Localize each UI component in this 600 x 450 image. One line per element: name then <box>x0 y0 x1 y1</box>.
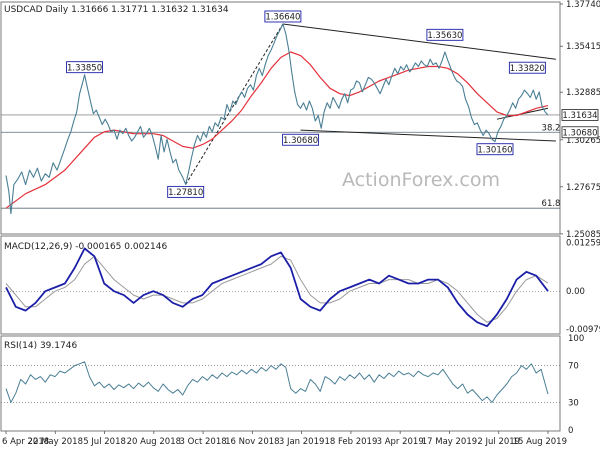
macd-layer <box>1 247 560 328</box>
annotation-text: 1.33820 <box>510 64 545 74</box>
x-tick-label: 3 Apr 2019 <box>377 437 424 447</box>
annotation-label: 1.30160 <box>476 143 514 156</box>
current-price-marker: 1.31634 <box>561 109 599 121</box>
annotation-box <box>167 185 205 198</box>
price-panel-frame <box>0 1 561 235</box>
x-tick-label: 15 Aug 2019 <box>513 437 567 447</box>
price-tick-label: 1.27675 <box>566 183 600 193</box>
annotation-box <box>476 143 514 156</box>
price-tick-label: 1.30265 <box>566 136 600 146</box>
rsi-tick-label: 70 <box>568 362 579 372</box>
moving-average-line <box>5 51 549 209</box>
annotation-label: 1.35630 <box>426 28 464 41</box>
price-panel-header: USDCAD Daily 1.31666 1.31771 1.31632 1.3… <box>4 5 229 15</box>
rsi-tick-label: 0 <box>568 426 573 436</box>
x-tick-label: 18 Feb 2019 <box>324 437 377 447</box>
x-tick-label: 2 Jul 2019 <box>477 437 520 447</box>
annotation-label: 1.33820 <box>508 61 546 74</box>
x-tick-label: 3 Jan 2019 <box>279 437 325 447</box>
annotation-label: 1.30680 <box>282 133 320 146</box>
x-tick-label: 3 Oct 2018 <box>180 437 227 447</box>
annotation-text: 1.30160 <box>477 145 512 155</box>
level-marker: 1.30680 <box>561 126 599 139</box>
fib-label: 61.8 <box>542 0 561 1</box>
price-tick-label: 1.32885 <box>566 88 600 98</box>
x-tick-label: 6 Apr 2018 <box>2 437 49 447</box>
rsi-tick-label: 100 <box>568 334 584 344</box>
annotation-box <box>264 10 302 23</box>
x-tick-label: 5 Jul 2018 <box>83 437 126 447</box>
axis-marker-text: 1.31634 <box>562 111 597 121</box>
trendline-1 <box>300 129 556 142</box>
axis-marker-text: 1.30680 <box>562 128 597 138</box>
annotation-box <box>282 133 320 146</box>
axis-marker-box <box>561 109 599 121</box>
macd-tick-label: 0.012599 <box>566 238 600 248</box>
price-series-line <box>5 23 549 215</box>
annotation-text: 1.35630 <box>427 31 462 41</box>
trendline-2 <box>185 23 284 185</box>
price-layer: 61.8 38.2 61.8 1.33850 1.27810 1.36640 1.30680… <box>1 0 561 215</box>
rsi-panel-header: RSI(14) 39.1746 <box>4 341 77 351</box>
price-tick-label: 1.25085 <box>566 230 600 240</box>
annotation-label: 1.33850 <box>66 61 104 74</box>
macd-line <box>5 247 549 328</box>
watermark: ActionForex.com <box>342 169 500 191</box>
macd-tick-label: -0.00979 <box>566 325 600 335</box>
annotation-text: 1.30680 <box>283 136 318 146</box>
annotation-text: 1.27810 <box>168 188 203 198</box>
fib-label: 61.8 <box>542 199 561 209</box>
annotation-box <box>508 61 546 74</box>
price-tick-label: 1.37740 <box>566 0 600 10</box>
annotation-text: 1.33850 <box>67 63 102 73</box>
rsi-tick-label: 30 <box>568 398 579 408</box>
axis-marker-box <box>561 126 599 139</box>
annotation-text: 1.36640 <box>265 13 300 23</box>
annotation-label: 1.36640 <box>264 10 302 23</box>
x-tick-label: 17 May 2019 <box>422 437 477 447</box>
trendline-0 <box>282 23 556 60</box>
x-tick-label: 20 Aug 2018 <box>127 437 181 447</box>
annotation-box <box>426 28 464 41</box>
macd-tick-label: 0.00 <box>566 287 585 297</box>
rsi-line <box>5 361 549 403</box>
price-tick-label: 1.35415 <box>566 42 600 52</box>
x-tick-label: 16 Nov 2018 <box>225 437 279 447</box>
rsi-layer <box>1 361 560 403</box>
annotation-box <box>66 61 104 74</box>
annotation-label: 1.27810 <box>167 185 205 198</box>
fib-label: 38.2 <box>542 123 561 133</box>
x-tick-label: 22 May 2018 <box>28 437 83 447</box>
rsi-panel-frame <box>0 335 561 432</box>
macd-panel-header: MACD(12,26,9) -0.000165 0.002146 <box>4 242 167 252</box>
